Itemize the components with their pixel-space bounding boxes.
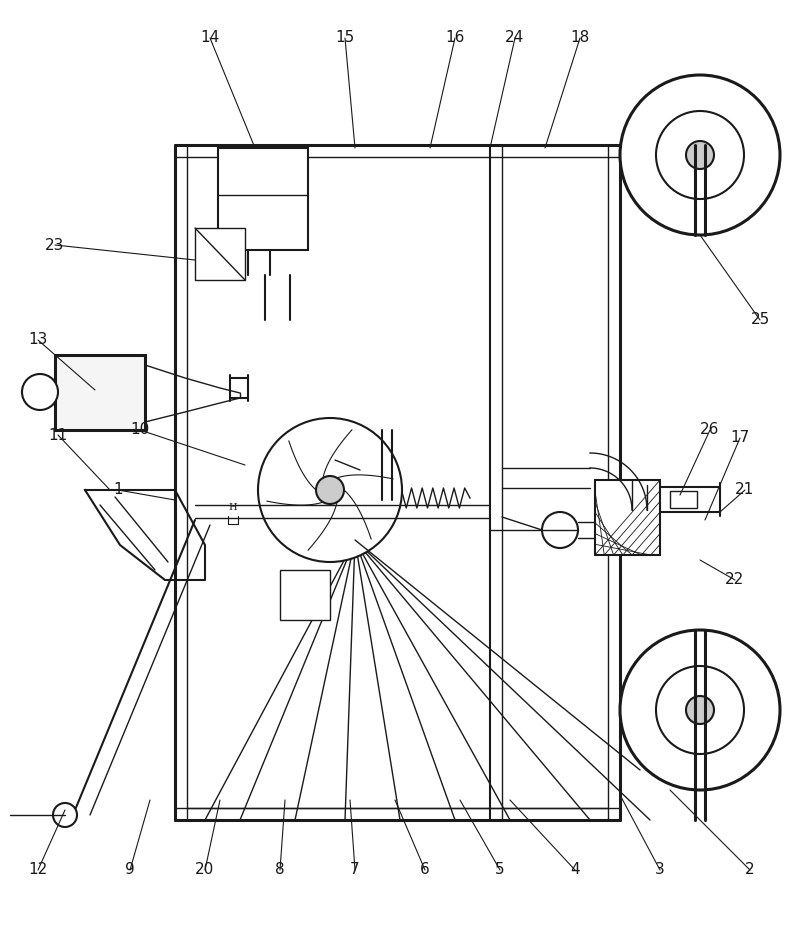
Text: 22: 22	[726, 572, 745, 587]
Circle shape	[686, 141, 714, 169]
Text: 17: 17	[730, 431, 750, 445]
Circle shape	[316, 476, 344, 504]
Text: 21: 21	[735, 483, 754, 498]
Bar	[670, 491, 697, 508]
Text: 6: 6	[420, 862, 430, 878]
Text: 23: 23	[46, 238, 65, 253]
Circle shape	[656, 111, 744, 199]
Text: 7: 7	[350, 862, 360, 878]
Circle shape	[542, 512, 578, 548]
Circle shape	[620, 75, 780, 235]
Text: 5: 5	[495, 862, 505, 878]
Circle shape	[686, 696, 714, 724]
Text: 13: 13	[28, 333, 48, 348]
Circle shape	[258, 418, 402, 562]
Text: 24: 24	[506, 31, 525, 46]
Circle shape	[620, 630, 780, 790]
Text: 3: 3	[655, 862, 665, 878]
Text: 8: 8	[275, 862, 285, 878]
Text: 11: 11	[48, 428, 68, 443]
Bar	[595, 480, 660, 555]
Bar	[195, 228, 245, 280]
Text: 2: 2	[745, 862, 755, 878]
Text: 18: 18	[570, 31, 590, 46]
Bar	[280, 570, 330, 620]
Bar	[55, 355, 145, 430]
Text: 26: 26	[700, 422, 720, 437]
Circle shape	[53, 803, 77, 827]
Circle shape	[22, 374, 58, 410]
Bar	[218, 148, 308, 250]
Text: 25: 25	[750, 312, 770, 327]
Text: 9: 9	[125, 862, 135, 878]
Text: 20: 20	[195, 862, 214, 878]
Text: 15: 15	[335, 31, 354, 46]
Text: 16: 16	[446, 31, 465, 46]
Text: 1: 1	[113, 483, 123, 498]
Text: 4: 4	[570, 862, 580, 878]
Text: 14: 14	[200, 31, 220, 46]
Text: 12: 12	[28, 862, 48, 878]
Circle shape	[656, 666, 744, 754]
Text: 10: 10	[130, 422, 150, 437]
Text: H: H	[229, 503, 238, 513]
